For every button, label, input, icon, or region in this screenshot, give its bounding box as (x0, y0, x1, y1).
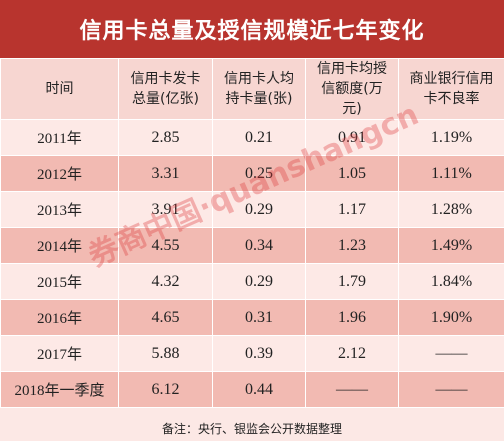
table-body: 2011年 2.85 0.21 0.91 1.19% 2012年 3.31 0.25 1.05 1… (0, 119, 504, 408)
table-cell: 2013年 (0, 191, 119, 228)
data-table: 时间 信用卡发卡总量(亿张) 信用卡人均持卡量(张) 信用卡均授信额度(万元) 商业银行… (0, 58, 504, 408)
table-cell: 1.90% (398, 299, 504, 336)
table-cell: 2017年 (0, 335, 119, 372)
table-cell: 2.85 (118, 119, 213, 156)
column-header: 信用卡人均持卡量(张) (212, 58, 306, 120)
column-header: 商业银行信用卡不良率 (398, 58, 504, 120)
table-cell: 4.65 (118, 299, 213, 336)
table-cell: 2018年一季度 (0, 371, 119, 408)
table-cell: 0.25 (212, 155, 306, 192)
table-cell: 1.11% (398, 155, 504, 192)
table-row: 2011年 2.85 0.21 0.91 1.19% (0, 119, 504, 156)
table-row: 2012年 3.31 0.25 1.05 1.11% (0, 155, 504, 192)
table-cell: 1.17 (305, 191, 399, 228)
header-row: 时间 信用卡发卡总量(亿张) 信用卡人均持卡量(张) 信用卡均授信额度(万元) 商业银行… (0, 58, 504, 120)
table-row: 2018年一季度 6.12 0.44 —— —— (0, 371, 504, 408)
table-cell: 2011年 (0, 119, 119, 156)
table-row: 2016年 4.65 0.31 1.96 1.90% (0, 299, 504, 336)
footnote: 备注：央行、银监会公开数据整理 (0, 408, 504, 441)
table-cell: 0.91 (305, 119, 399, 156)
table-row: 2014年 4.55 0.34 1.23 1.49% (0, 227, 504, 264)
table-cell: 3.31 (118, 155, 213, 192)
table-cell: 3.91 (118, 191, 213, 228)
table-cell: 0.29 (212, 191, 306, 228)
table-cell: 2015年 (0, 263, 119, 300)
table-cell: 4.32 (118, 263, 213, 300)
table-row: 2015年 4.32 0.29 1.79 1.84% (0, 263, 504, 300)
table-cell: 2012年 (0, 155, 119, 192)
table-cell: 1.28% (398, 191, 504, 228)
table-cell: —— (398, 371, 504, 408)
title: 信用卡总量及授信规模近七年变化 (0, 0, 504, 58)
table-cell: 1.19% (398, 119, 504, 156)
table-cell: 1.96 (305, 299, 399, 336)
table-cell: 1.84% (398, 263, 504, 300)
table-cell: 2.12 (305, 335, 399, 372)
table-cell: 2016年 (0, 299, 119, 336)
table-cell: 0.34 (212, 227, 306, 264)
table-cell: 0.39 (212, 335, 306, 372)
table-cell: —— (305, 371, 399, 408)
table-cell: 1.05 (305, 155, 399, 192)
table-cell: 5.88 (118, 335, 213, 372)
table-cell: 0.29 (212, 263, 306, 300)
table-cell: 4.55 (118, 227, 213, 264)
table-cell: 0.21 (212, 119, 306, 156)
table-cell: 6.12 (118, 371, 213, 408)
table-cell: —— (398, 335, 504, 372)
column-header: 时间 (0, 58, 119, 120)
table-cell: 1.79 (305, 263, 399, 300)
table-cell: 1.49% (398, 227, 504, 264)
table-cell: 2014年 (0, 227, 119, 264)
table-cell: 0.44 (212, 371, 306, 408)
column-header: 信用卡发卡总量(亿张) (118, 58, 213, 120)
table-row: 2017年 5.88 0.39 2.12 —— (0, 335, 504, 372)
table-cell: 1.23 (305, 227, 399, 264)
table-row: 2013年 3.91 0.29 1.17 1.28% (0, 191, 504, 228)
table-cell: 0.31 (212, 299, 306, 336)
column-header: 信用卡均授信额度(万元) (305, 58, 399, 120)
